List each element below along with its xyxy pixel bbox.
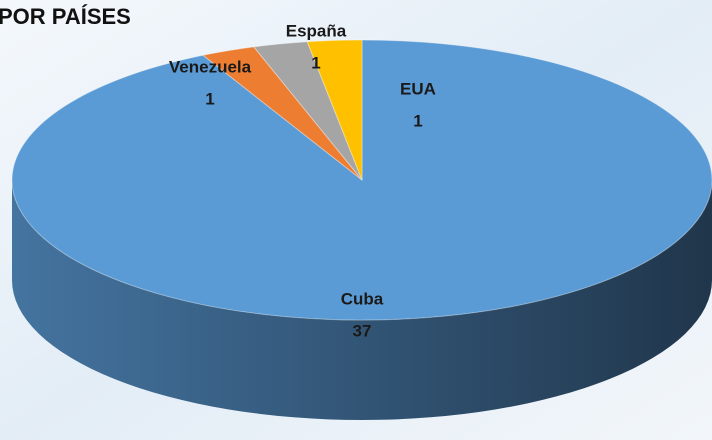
slice-label: EUA: [400, 79, 436, 98]
slice: [201, 46, 363, 181]
slice-value: 1: [311, 53, 320, 72]
slice-label: Cuba: [341, 289, 384, 308]
slice-value: 1: [413, 111, 422, 130]
slice-value: 37: [353, 321, 372, 340]
slice: [306, 39, 363, 181]
slice-side: [12, 180, 712, 420]
slice: [252, 41, 363, 181]
slice-value: 1: [205, 89, 214, 108]
slice: [11, 39, 712, 321]
chart-title: POR PAÍSES: [0, 4, 131, 29]
pie: [11, 39, 712, 420]
slice-label: Venezuela: [169, 57, 252, 76]
slice-label: España: [286, 21, 347, 40]
